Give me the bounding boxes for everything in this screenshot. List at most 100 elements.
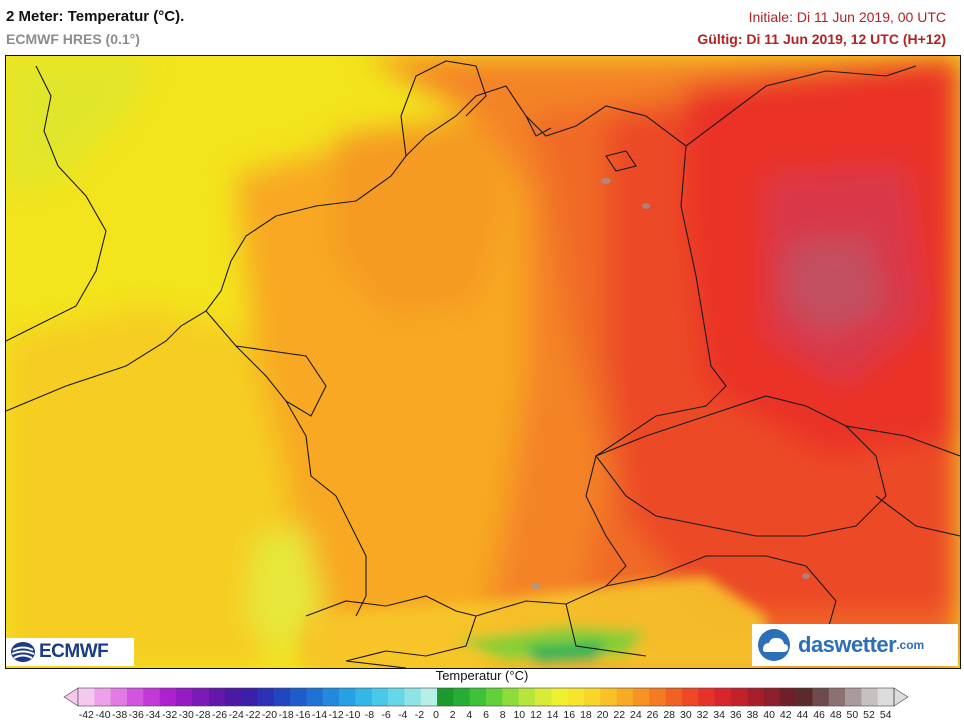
legend-tick-label: 50	[846, 709, 859, 721]
legend-tick-label: 54	[879, 709, 892, 721]
legend-swatch	[877, 688, 895, 706]
legend-swatch	[453, 688, 470, 706]
legend-swatch	[273, 688, 291, 706]
legend-swatch	[828, 688, 846, 706]
map-canvas	[6, 56, 960, 668]
legend-arrow-left	[63, 687, 79, 707]
legend-tick-label: 38	[746, 709, 759, 721]
legend-swatch	[159, 688, 177, 706]
legend-tick-label: 0	[433, 709, 439, 721]
legend-swatch	[355, 688, 373, 706]
legend-tick-label: 14	[546, 709, 559, 721]
legend-tick-label: 20	[596, 709, 609, 721]
legend-tick-label: 4	[466, 709, 473, 721]
legend-swatch	[224, 688, 242, 706]
daswetter-logo-text: daswetter	[798, 632, 897, 657]
legend-tick-label: 16	[563, 709, 576, 721]
legend-tick-label: -34	[145, 709, 161, 721]
legend-tick-label: -24	[228, 709, 244, 721]
legend-swatch	[779, 688, 797, 706]
legend-tick-label: -28	[195, 709, 211, 721]
legend-tick-label: -18	[278, 709, 294, 721]
legend-swatch	[730, 688, 748, 706]
legend-tick-label: 46	[813, 709, 825, 721]
legend-swatch	[583, 688, 601, 706]
legend-tick-label: -32	[161, 709, 178, 721]
legend-swatch	[486, 688, 503, 706]
legend-tick-label: -4	[398, 709, 408, 721]
legend-swatch	[812, 688, 830, 706]
legend-swatch	[241, 688, 258, 706]
legend-tick-label: 28	[663, 709, 676, 721]
legend-tick-label: 40	[763, 709, 775, 721]
legend-tick-label: 30	[679, 709, 692, 721]
legend-swatch	[94, 688, 111, 706]
legend-swatch	[518, 688, 536, 706]
legend-swatch	[192, 688, 209, 706]
legend-swatch	[551, 688, 568, 706]
legend-swatch	[600, 688, 617, 706]
color-legend	[63, 687, 909, 707]
legend-swatch	[175, 688, 193, 706]
legend-tick-label: -12	[328, 709, 344, 721]
legend-swatch	[681, 688, 699, 706]
legend-swatch	[861, 688, 878, 706]
alps-relief	[306, 576, 766, 668]
legend-tick-label: 26	[646, 709, 659, 721]
temp-field-layers	[6, 56, 960, 668]
legend-swatch	[845, 688, 862, 706]
legend-tick-label: 42	[779, 709, 792, 721]
legend-tick-label: 12	[530, 709, 542, 721]
country-borders	[6, 60, 960, 668]
legend-swatch	[665, 688, 683, 706]
legend-swatch	[110, 688, 128, 706]
legend-swatch	[388, 688, 405, 706]
ecmwf-logo: ECMWF	[6, 638, 134, 666]
legend-tick-label: 34	[713, 709, 725, 721]
legend-swatch	[371, 688, 389, 706]
legend-swatch	[306, 688, 324, 706]
legend-swatch	[747, 688, 764, 706]
legend-tick-label: -30	[178, 709, 194, 721]
model-label: ECMWF HRES (0.1°)	[6, 31, 140, 47]
legend-swatch	[632, 688, 650, 706]
init-time: Initiale: Di 11 Jun 2019, 00 UTC	[748, 9, 946, 25]
legend-tick-label: -16	[295, 709, 311, 721]
legend-swatch	[469, 688, 487, 706]
legend-swatch	[649, 688, 666, 706]
legend-tick-label: -20	[261, 709, 278, 721]
legend-swatch	[126, 688, 144, 706]
legend-tick-label: -10	[345, 709, 361, 721]
legend-swatch	[502, 688, 519, 706]
legend-swatch	[257, 688, 275, 706]
legend-swatch	[404, 688, 422, 706]
legend-tick-label: 24	[630, 709, 642, 721]
legend-tick-label: 52	[863, 709, 875, 721]
legend-swatch	[437, 688, 454, 706]
daswetter-logo[interactable]: daswetter .com	[752, 624, 958, 666]
legend-tick-label: -8	[364, 709, 375, 721]
legend-swatch	[143, 688, 160, 706]
valid-time: Gültig: Di 11 Jun 2019, 12 UTC (H+12)	[697, 31, 946, 47]
legend-swatch	[763, 688, 781, 706]
lakes	[531, 178, 810, 589]
legend-swatch	[698, 688, 715, 706]
legend-tick-label: 44	[796, 709, 809, 721]
cloud-icon	[758, 629, 790, 661]
legend-tick-label: 22	[613, 709, 626, 721]
legend-swatch	[616, 688, 634, 706]
legend-arrow-right	[893, 687, 909, 707]
legend-tick-label: 48	[829, 709, 842, 721]
legend-tick-label: -14	[311, 709, 328, 721]
temperature-map[interactable]	[5, 55, 961, 669]
legend-tick-label: -2	[414, 709, 425, 721]
legend-tick-label: -6	[381, 709, 391, 721]
ecmwf-globe-icon	[11, 642, 35, 662]
legend-tick-label: 10	[513, 709, 526, 721]
daswetter-logo-suffix: .com	[896, 638, 925, 652]
legend-tick-label: 6	[483, 709, 489, 721]
legend-swatch	[420, 688, 438, 706]
legend-swatch	[208, 688, 226, 706]
legend-swatch	[714, 688, 732, 706]
legend-tick-label: 36	[729, 709, 742, 721]
